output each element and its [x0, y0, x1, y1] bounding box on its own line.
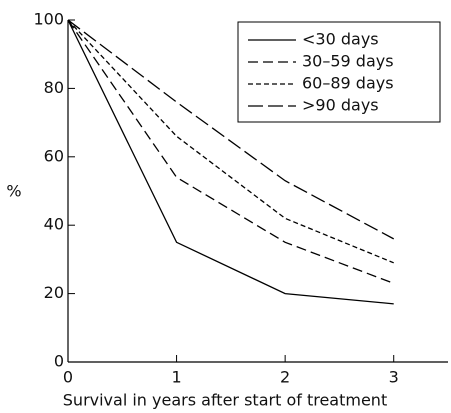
series-line: [67, 19, 394, 284]
legend-label: <30 days: [302, 30, 379, 49]
y-tick-label: 60: [44, 146, 64, 165]
series-line: [67, 19, 394, 305]
y-tick-label: 20: [44, 283, 64, 302]
y-tick-label: 40: [44, 215, 64, 234]
x-tick-label: 1: [171, 368, 181, 387]
legend-label: >90 days: [302, 96, 379, 115]
legend-label: 60–89 days: [302, 74, 394, 93]
x-tick-label: 0: [63, 368, 73, 387]
x-axis-title: Survival in years after start of treatme…: [63, 391, 387, 410]
legend-box: [237, 21, 441, 123]
y-axis-title: %: [6, 182, 21, 201]
x-tick-label: 2: [280, 368, 290, 387]
series-line: [67, 19, 395, 240]
y-tick-label: 100: [33, 10, 64, 29]
y-tick-label: 80: [44, 78, 64, 97]
legend-label: 30–59 days: [302, 52, 394, 71]
series-line: [67, 19, 394, 264]
y-tick-label: 0: [54, 352, 64, 371]
x-tick-label: 3: [389, 368, 399, 387]
